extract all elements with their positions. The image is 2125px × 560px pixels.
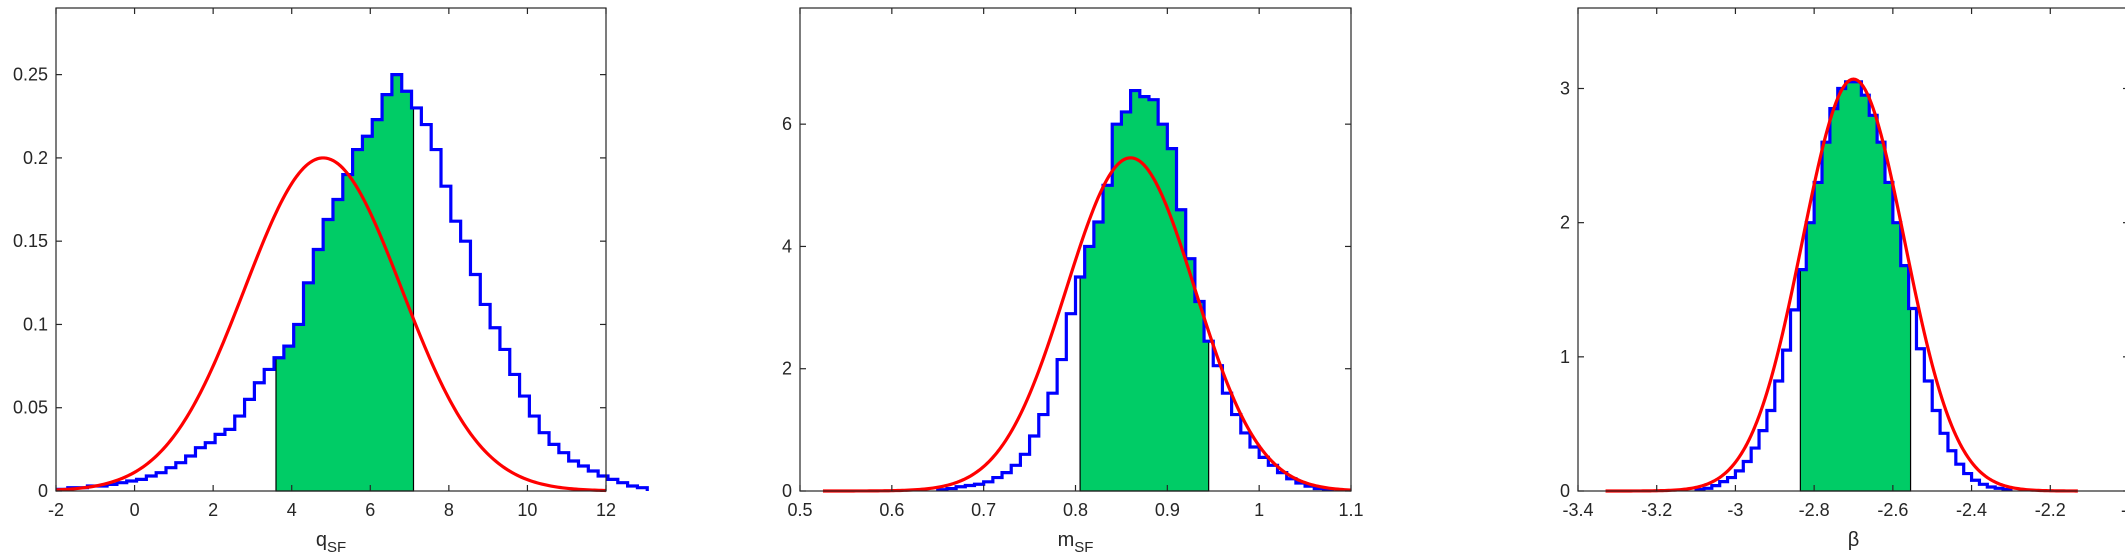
fit-curve: [822, 156, 1352, 493]
fit-curve: [55, 156, 607, 493]
x-tick-label: 1: [1254, 500, 1264, 520]
x-axis-label-main: β: [1848, 529, 1860, 551]
x-axis-label-subscript: SF: [1074, 539, 1093, 556]
x-tick-label: 0.5: [787, 500, 812, 520]
x-tick-label: 8: [444, 500, 454, 520]
histogram-bin: [431, 150, 441, 491]
y-tick-label: 2: [1560, 213, 1570, 233]
x-tick-label: 12: [596, 500, 616, 520]
histogram-bin: [205, 443, 215, 491]
x-axis-label-main: m: [1058, 529, 1075, 551]
credible-interval-area: [275, 74, 415, 492]
y-tick-label: 6: [782, 114, 792, 134]
x-axis-label-main: q: [316, 529, 327, 551]
y-tick-label: 0.2: [23, 148, 48, 168]
histogram-bin: [451, 221, 461, 491]
y-tick-label: 0.15: [13, 231, 48, 251]
y-tick-label: 2: [782, 359, 792, 379]
x-tick-label: -2.2: [2035, 500, 2066, 520]
histogram-bin: [490, 328, 500, 491]
y-tick-label: 0: [1560, 481, 1570, 501]
histogram-bin: [441, 186, 451, 491]
histogram-bin: [264, 369, 274, 491]
credible-interval-area: [1079, 89, 1210, 492]
x-tick-label: 0.9: [1155, 500, 1180, 520]
axes-box: [799, 7, 1352, 492]
x-tick-label: 6: [365, 500, 375, 520]
y-tick-label: 4: [782, 236, 792, 256]
histogram-bin: [225, 429, 235, 491]
histogram-bin: [461, 241, 471, 491]
y-tick-label: 1: [1560, 347, 1570, 367]
fit-curve: [1605, 77, 2078, 493]
histogram-outline: [56, 73, 649, 491]
axes-box: [1577, 7, 2125, 492]
x-tick-label: 10: [517, 500, 537, 520]
x-tick-label: 0.8: [1063, 500, 1088, 520]
histogram-bin: [421, 125, 431, 491]
x-tick-label: -2.4: [1956, 500, 1987, 520]
x-tick-label: -2.8: [1799, 500, 1830, 520]
histogram-outline: [936, 88, 1335, 492]
chart-panel-3: -3.4 -3.2 -3 -2.8 -2.6 -2.4 -2.2 -2 0 1 2 3 β: [1560, 7, 2125, 551]
x-axis-label: qSF: [316, 529, 346, 556]
histogram-bin: [480, 304, 490, 491]
x-tick-label: -3: [1727, 500, 1743, 520]
x-tick-label: -2: [48, 500, 64, 520]
x-axis-label: mSF: [1058, 529, 1094, 556]
credible-interval-area: [1799, 81, 1912, 492]
axes-box: [55, 7, 607, 492]
y-tick-label: 3: [1560, 79, 1570, 99]
x-tick-label: 1.1: [1338, 500, 1363, 520]
y-tick-label: 0: [38, 481, 48, 501]
y-tick-label: 0.25: [13, 65, 48, 85]
x-tick-label: 4: [287, 500, 297, 520]
x-tick-label: 0: [130, 500, 140, 520]
chart-panel-2: 0.5 0.6 0.7 0.8 0.9 1 1.1 0 2 4 6 mSF: [782, 7, 1364, 556]
y-tick-label: 0.1: [23, 314, 48, 334]
histogram-bin: [470, 274, 480, 491]
x-tick-label: -3.2: [1641, 500, 1672, 520]
x-tick-label: -2.6: [1877, 500, 1908, 520]
x-tick-label: -3.4: [1562, 500, 1593, 520]
x-axis-label-subscript: SF: [327, 539, 346, 556]
y-tick-label: 0: [782, 481, 792, 501]
y-tick-label: 0.05: [13, 398, 48, 418]
x-tick-label: 2: [208, 500, 218, 520]
x-tick-label: 0.7: [971, 500, 996, 520]
histogram-outline: [1694, 80, 2013, 492]
x-axis-label: β: [1848, 529, 1860, 551]
x-tick-label: 0.6: [879, 500, 904, 520]
x-tick-label: -2: [2121, 500, 2125, 520]
